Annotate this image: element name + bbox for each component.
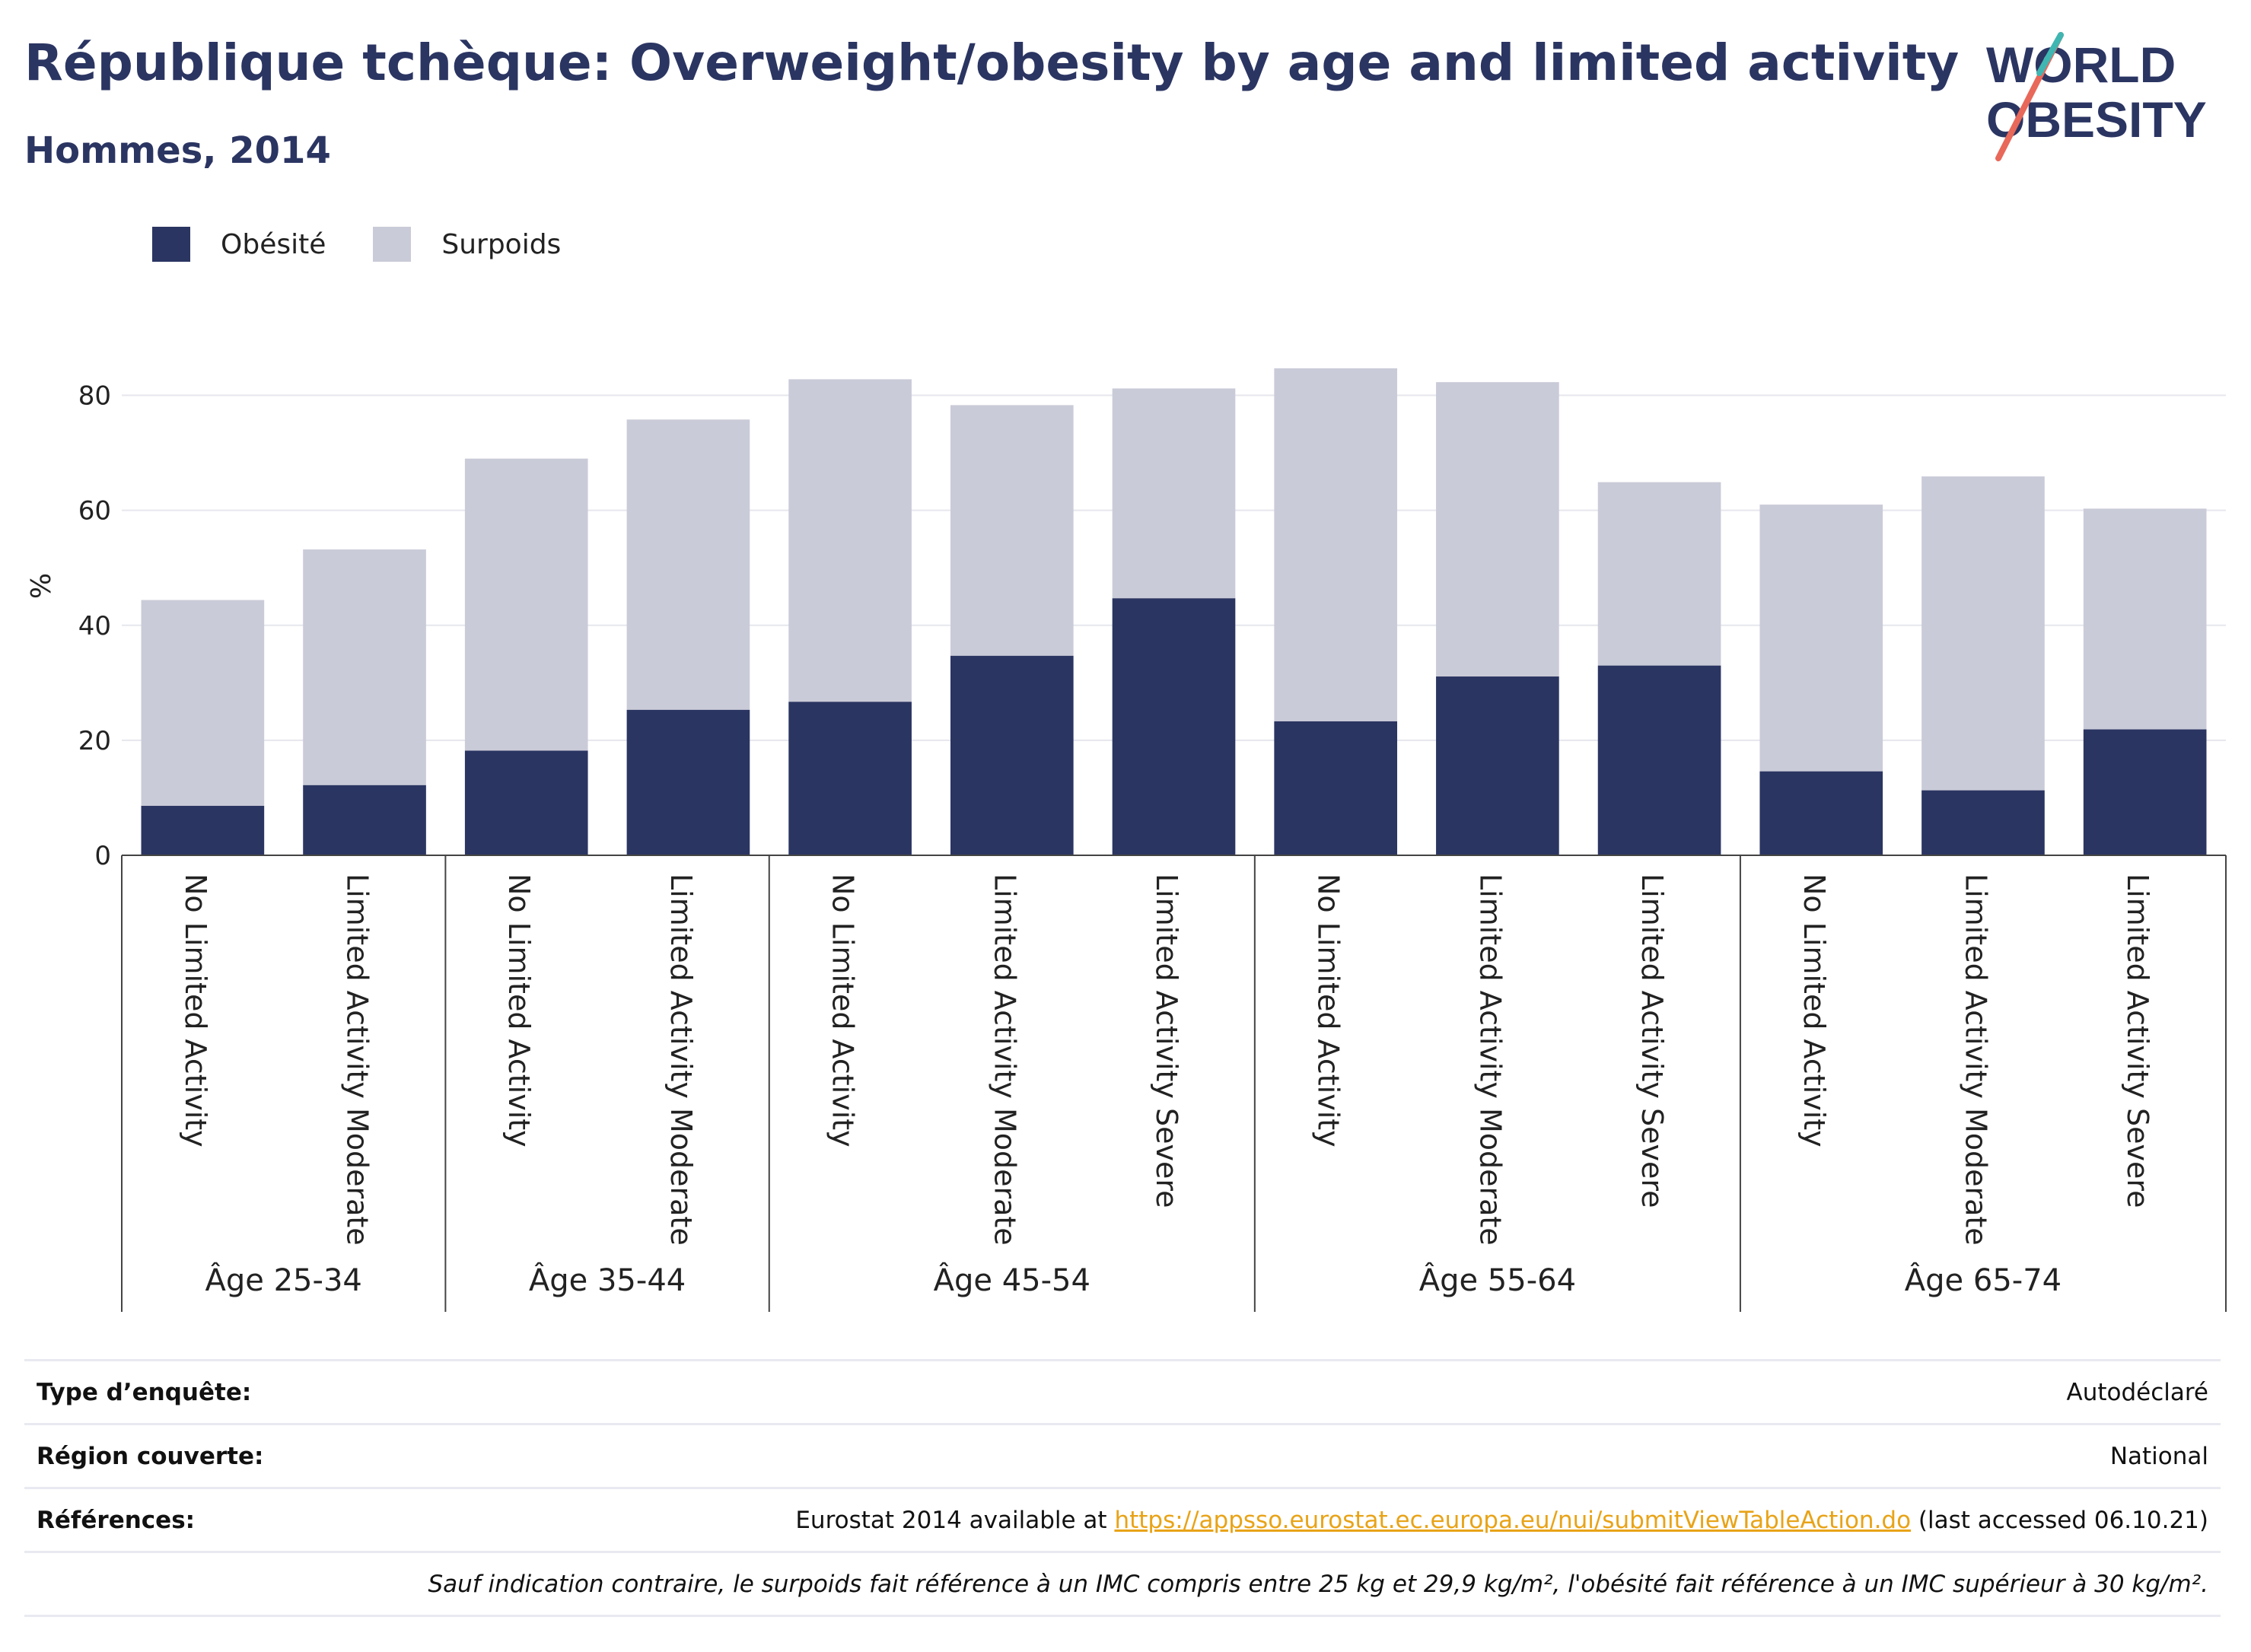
chart-title: République tchèque: Overweight/obesity b… <box>24 33 1960 92</box>
bar-surpoids <box>303 549 426 785</box>
x-category-label: Limited Activity Moderate <box>664 874 698 1246</box>
bar-surpoids <box>950 405 1074 656</box>
bar-obesite <box>950 655 1074 855</box>
bar-obesite <box>1274 721 1398 855</box>
bar-obesite <box>788 702 912 855</box>
definition-note: Sauf indication contraire, le surpoids f… <box>428 1570 2208 1598</box>
bar-obesite <box>464 750 588 855</box>
y-tick-label: 40 <box>78 611 111 641</box>
bar-obesite <box>626 709 750 855</box>
bar-surpoids <box>1759 505 1883 772</box>
legend-swatch-surpoids <box>373 227 412 262</box>
region-value: National <box>2109 1442 2208 1470</box>
references-suffix: (last accessed 06.10.21) <box>1911 1506 2208 1534</box>
x-category-label: Limited Activity Moderate <box>1959 874 1992 1246</box>
x-category-label: Limited Activity Moderate <box>341 874 374 1246</box>
x-group-label: Âge 45-54 <box>934 1262 1090 1298</box>
references-prefix: Eurostat 2014 available at <box>795 1506 1115 1534</box>
y-tick-label: 0 <box>94 841 111 871</box>
info-row-region: Région couverte: National <box>24 1423 2221 1487</box>
y-tick-label: 80 <box>78 381 111 412</box>
x-category-label: No Limited Activity <box>1797 874 1831 1147</box>
x-group-label: Âge 55-64 <box>1419 1262 1576 1298</box>
x-category-label: No Limited Activity <box>502 874 536 1147</box>
bar-surpoids <box>141 600 265 807</box>
legend-label-surpoids: Surpoids <box>441 228 562 260</box>
bar-surpoids <box>1921 476 2045 791</box>
x-category-label: Limited Activity Severe <box>1635 874 1669 1208</box>
bar-surpoids <box>788 379 912 702</box>
references-link[interactable]: https://appsso.eurostat.ec.europa.eu/nui… <box>1114 1506 1912 1534</box>
bar-obesite <box>1597 665 1721 855</box>
bar-surpoids <box>464 458 588 751</box>
chart-subtitle: Hommes, 2014 <box>24 129 331 172</box>
bar-surpoids <box>1436 382 1559 677</box>
bar-surpoids <box>626 419 750 710</box>
bar-surpoids <box>1112 388 1236 599</box>
info-row-note: Sauf indication contraire, le surpoids f… <box>24 1551 2221 1617</box>
x-category-label: Limited Activity Severe <box>2121 874 2154 1208</box>
x-category-label: Limited Activity Moderate <box>1473 874 1507 1246</box>
legend-swatch-obesite <box>152 227 190 262</box>
bar-obesite <box>141 806 265 855</box>
world-obesity-logo: WORLD OBESITY <box>1986 32 2207 161</box>
bar-surpoids <box>2083 508 2207 730</box>
x-category-label: No Limited Activity <box>1312 874 1345 1147</box>
x-category-label: No Limited Activity <box>826 874 860 1147</box>
legend-label-obesite: Obésité <box>221 228 326 260</box>
bar-obesite <box>1436 676 1559 855</box>
y-axis-title: % <box>26 573 57 599</box>
x-group-label: Âge 25-34 <box>205 1262 362 1298</box>
x-group-label: Âge 35-44 <box>529 1262 686 1298</box>
y-tick-label: 60 <box>78 496 111 527</box>
info-table: Type d’enquête: Autodéclaré Région couve… <box>24 1359 2221 1617</box>
chart-legend: Obésité Surpoids <box>152 227 608 262</box>
bar-obesite <box>1759 771 1883 855</box>
x-category-label: Limited Activity Severe <box>1150 874 1183 1208</box>
y-tick-label: 20 <box>78 726 111 756</box>
svg-text:WORLD: WORLD <box>1986 37 2176 93</box>
bar-obesite <box>2083 729 2207 855</box>
info-row-references: Références: Eurostat 2014 available at h… <box>24 1487 2221 1551</box>
info-row-survey: Type d’enquête: Autodéclaré <box>24 1359 2221 1423</box>
survey-type-value: Autodéclaré <box>2066 1378 2208 1406</box>
bar-obesite <box>1921 790 2045 855</box>
bar-obesite <box>303 785 426 855</box>
bar-obesite <box>1112 598 1236 855</box>
references-label: Références: <box>37 1506 196 1534</box>
region-label: Région couverte: <box>37 1442 264 1470</box>
x-category-label: Limited Activity Moderate <box>988 874 1021 1246</box>
survey-type-label: Type d’enquête: <box>37 1378 252 1406</box>
bar-surpoids <box>1597 482 1721 666</box>
bar-chart: 0 20 40 60 80% No Limited Activity Limited Act… <box>26 368 2227 1312</box>
references-value: Eurostat 2014 available at https://appss… <box>795 1507 2208 1534</box>
bar-surpoids <box>1274 368 1398 721</box>
x-category-label: No Limited Activity <box>179 874 212 1147</box>
x-group-label: Âge 65-74 <box>1905 1262 2062 1298</box>
svg-text:OBESITY: OBESITY <box>1986 91 2207 148</box>
